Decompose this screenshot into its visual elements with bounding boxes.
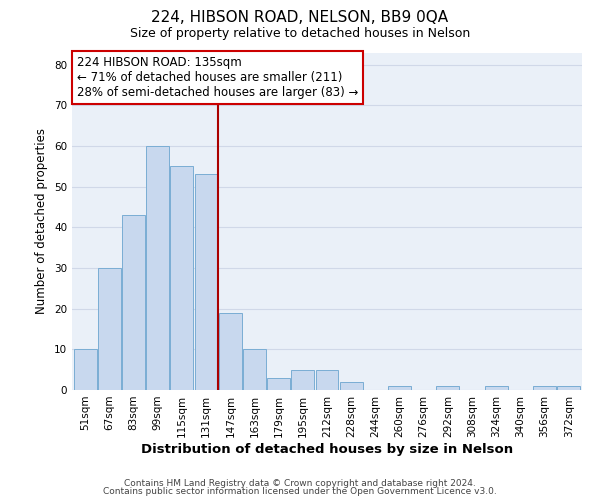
Bar — [388, 386, 411, 390]
Bar — [243, 350, 266, 390]
Bar — [98, 268, 121, 390]
X-axis label: Distribution of detached houses by size in Nelson: Distribution of detached houses by size … — [141, 442, 513, 456]
Text: 224 HIBSON ROAD: 135sqm
← 71% of detached houses are smaller (211)
28% of semi-d: 224 HIBSON ROAD: 135sqm ← 71% of detache… — [77, 56, 358, 99]
Bar — [219, 312, 242, 390]
Bar — [292, 370, 314, 390]
Bar — [122, 215, 145, 390]
Bar — [485, 386, 508, 390]
Y-axis label: Number of detached properties: Number of detached properties — [35, 128, 49, 314]
Bar — [533, 386, 556, 390]
Bar — [557, 386, 580, 390]
Bar — [194, 174, 218, 390]
Bar — [316, 370, 338, 390]
Bar — [436, 386, 460, 390]
Text: Size of property relative to detached houses in Nelson: Size of property relative to detached ho… — [130, 28, 470, 40]
Bar — [146, 146, 169, 390]
Text: Contains HM Land Registry data © Crown copyright and database right 2024.: Contains HM Land Registry data © Crown c… — [124, 478, 476, 488]
Bar — [170, 166, 193, 390]
Text: 224, HIBSON ROAD, NELSON, BB9 0QA: 224, HIBSON ROAD, NELSON, BB9 0QA — [151, 10, 449, 25]
Bar — [74, 350, 97, 390]
Bar — [267, 378, 290, 390]
Bar — [340, 382, 362, 390]
Text: Contains public sector information licensed under the Open Government Licence v3: Contains public sector information licen… — [103, 487, 497, 496]
